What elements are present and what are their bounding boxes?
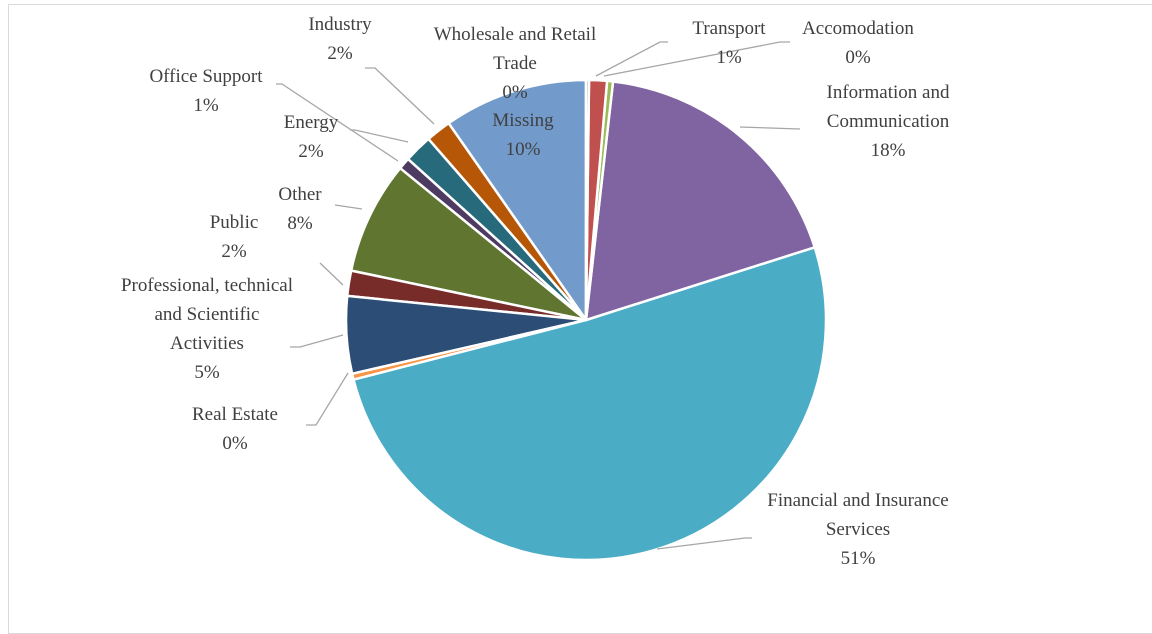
value-label: 0% [502, 82, 528, 103]
data-label: Other 8% [250, 180, 350, 238]
category-label: Energy [283, 112, 339, 133]
value-label: 2% [298, 141, 324, 162]
category-label: Transport [692, 18, 766, 39]
value-label: 51% [840, 548, 876, 569]
value-label: 5% [194, 362, 220, 383]
value-label: 0% [845, 47, 871, 68]
data-label: Accomodation 0% [778, 14, 938, 72]
value-label: 10% [505, 139, 541, 160]
value-label: 8% [287, 213, 313, 234]
leader-line [276, 83, 399, 162]
leader-line [334, 204, 363, 210]
value-label: 1% [716, 47, 742, 68]
category-label: Other [278, 184, 322, 205]
category-label: Industry [308, 14, 372, 35]
leader-line [319, 262, 344, 286]
pie-slice [352, 246, 828, 562]
data-label: Industry 2% [285, 10, 395, 68]
data-label: Missing 10% [468, 106, 578, 164]
leader-line [365, 67, 435, 125]
value-label: 2% [327, 43, 353, 64]
leader-line [739, 126, 801, 130]
category-label: Public [209, 212, 259, 233]
data-label: Public 2% [184, 208, 284, 266]
leader-line [603, 41, 790, 77]
leader-line [306, 372, 349, 426]
data-label: Transport 1% [669, 14, 789, 72]
data-label: Information and Communication 18% [788, 78, 988, 165]
category-label: Real Estate [192, 404, 278, 425]
value-label: 2% [221, 241, 247, 262]
category-label: Professional, technical and Scientific A… [120, 275, 293, 354]
value-label: 0% [222, 433, 248, 454]
value-label: 1% [193, 95, 219, 116]
data-label: Office Support 1% [121, 62, 291, 120]
category-label: Financial and Insurance Services [767, 490, 949, 540]
value-label: 18% [870, 140, 906, 161]
category-label: Accomodation [802, 18, 914, 39]
leader-line [656, 537, 752, 550]
data-label: Energy 2% [261, 108, 361, 166]
leader-line [595, 41, 668, 77]
data-label: Wholesale and Retail Trade 0% [430, 20, 600, 107]
leader-line [350, 129, 409, 143]
data-label: Real Estate 0% [165, 400, 305, 458]
pie-slice [584, 78, 591, 322]
data-label: Financial and Insurance Services 51% [758, 486, 958, 573]
category-label: Office Support [149, 66, 263, 87]
pie-slice [447, 78, 588, 322]
leader-lines [276, 41, 801, 550]
category-label: Information and Communication [826, 82, 950, 132]
leader-line [290, 334, 344, 348]
category-label: Missing [492, 110, 554, 131]
data-label: Professional, technical and Scientific A… [119, 271, 295, 387]
category-label: Wholesale and Retail Trade [433, 24, 597, 74]
pie-slice [584, 80, 816, 322]
